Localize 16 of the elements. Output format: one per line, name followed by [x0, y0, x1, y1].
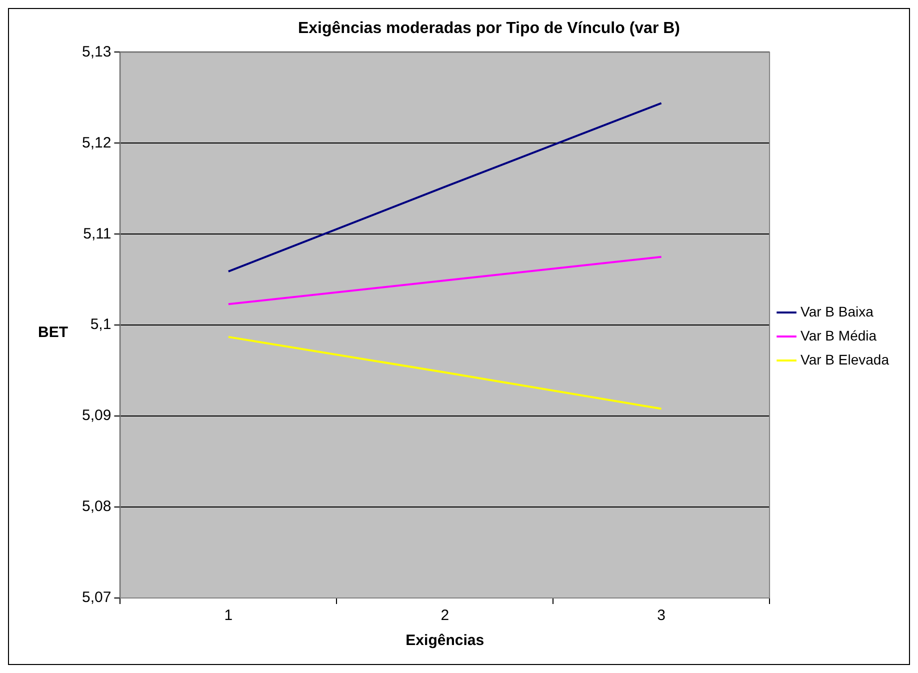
x-tick-label: 3: [657, 607, 666, 624]
y-tick-label: 5,08: [82, 498, 112, 516]
chart-title: Exigências moderadas por Tipo de Vínculo (var B): [298, 20, 680, 38]
legend-label: Var B Baixa: [800, 303, 874, 320]
y-tick-label: 5,12: [82, 134, 112, 152]
legend-label: Var B Elevada: [800, 351, 890, 368]
x-tick-label: 1: [224, 607, 233, 624]
y-tick-label: 5,07: [82, 589, 112, 606]
y-tick-label: 5,13: [82, 43, 112, 60]
y-tick-label: 5,09: [82, 407, 112, 424]
x-tick-label: 2: [440, 607, 450, 624]
y-tick-label: 5,1: [90, 316, 112, 334]
y-axis-title: BET: [38, 324, 68, 342]
x-axis-title: Exigências: [406, 632, 484, 650]
legend-label: Var B Média: [800, 327, 877, 344]
y-tick-label: 5,11: [83, 225, 112, 242]
